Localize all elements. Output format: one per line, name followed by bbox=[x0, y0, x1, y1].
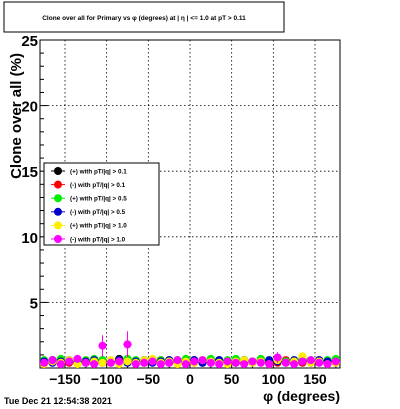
data-point bbox=[198, 356, 207, 365]
data-point bbox=[248, 357, 257, 366]
data-point bbox=[98, 341, 107, 350]
data-point bbox=[181, 360, 190, 369]
legend-label: (-) with pT/|q| > 0.5 bbox=[70, 209, 126, 216]
timestamp: Tue Dec 21 12:54:38 2021 bbox=[4, 396, 112, 406]
data-point bbox=[131, 360, 140, 369]
data-point bbox=[115, 357, 124, 366]
data-point bbox=[123, 340, 132, 349]
data-point bbox=[206, 358, 215, 367]
data-point bbox=[148, 357, 157, 366]
x-tick-label: −50 bbox=[136, 371, 160, 387]
data-point bbox=[65, 357, 74, 366]
data-point bbox=[281, 358, 290, 367]
x-tick-labels: −150 −100 −50 0 50 100 150 bbox=[49, 371, 327, 387]
legend-box bbox=[43, 162, 160, 246]
x-tick-label: 0 bbox=[186, 371, 194, 387]
data-point bbox=[215, 360, 224, 369]
series-6 bbox=[39, 331, 341, 369]
y-axis-label: Clone over all (%) bbox=[8, 53, 25, 179]
legend-label: (-) with pT/|q| > 0.1 bbox=[70, 182, 126, 189]
data-point bbox=[56, 360, 65, 369]
data-point bbox=[140, 358, 149, 367]
legend-marker bbox=[54, 207, 62, 216]
data-point bbox=[81, 358, 90, 367]
x-tick-label: 150 bbox=[303, 371, 327, 387]
legend-marker bbox=[54, 194, 62, 203]
legend-label: (+) with pT/|q| > 0.1 bbox=[70, 168, 127, 175]
x-tick-label: −150 bbox=[49, 371, 81, 387]
data-point bbox=[123, 357, 132, 366]
legend-marker bbox=[54, 180, 62, 189]
y-tick-label: 10 bbox=[21, 230, 38, 247]
data-point bbox=[165, 358, 174, 367]
data-point bbox=[48, 356, 57, 365]
data-point bbox=[90, 360, 99, 369]
series-layer bbox=[39, 331, 341, 369]
data-point bbox=[240, 360, 249, 369]
data-point bbox=[231, 358, 240, 367]
x-tick-label: −100 bbox=[91, 371, 123, 387]
data-point bbox=[306, 356, 315, 365]
x-tick-label: 100 bbox=[262, 371, 286, 387]
data-point bbox=[98, 358, 107, 367]
data-point bbox=[298, 357, 307, 366]
x-tick-label: 50 bbox=[224, 371, 240, 387]
legend-marker bbox=[54, 235, 62, 243]
data-point bbox=[315, 358, 324, 367]
data-point bbox=[223, 357, 232, 366]
title-box bbox=[3, 1, 285, 33]
data-point bbox=[323, 360, 332, 369]
y-tick-labels: 5 10 15 20 25 bbox=[21, 33, 38, 312]
data-point bbox=[73, 354, 82, 363]
x-axis-label: φ (degrees) bbox=[263, 388, 340, 404]
data-point bbox=[190, 357, 199, 366]
data-point bbox=[173, 356, 182, 365]
y-tick-label: 25 bbox=[21, 33, 38, 50]
data-point bbox=[331, 357, 340, 366]
legend-marker bbox=[54, 221, 62, 230]
data-point bbox=[256, 358, 265, 367]
y-tick-label: 5 bbox=[30, 295, 38, 312]
data-point bbox=[265, 360, 274, 369]
legend-label: (+) with pT/|q| > 0.5 bbox=[70, 196, 127, 203]
legend: (+) with pT/|q| > 0.1 (-) with pT/|q| > 0… bbox=[43, 162, 160, 246]
data-point bbox=[290, 360, 299, 369]
data-point bbox=[40, 358, 49, 367]
data-point bbox=[156, 360, 165, 369]
legend-label: (+) with pT/|q| > 1.0 bbox=[70, 223, 127, 230]
legend-marker bbox=[54, 167, 62, 175]
chart-title: Clone over all for Primary vs φ (degrees… bbox=[42, 15, 246, 22]
data-point bbox=[106, 358, 115, 367]
y-tick-label: 20 bbox=[21, 99, 38, 116]
data-point bbox=[273, 353, 282, 362]
y-tick-label: 15 bbox=[21, 164, 38, 181]
legend-label: (-) with pT/|q| > 1.0 bbox=[70, 236, 126, 243]
